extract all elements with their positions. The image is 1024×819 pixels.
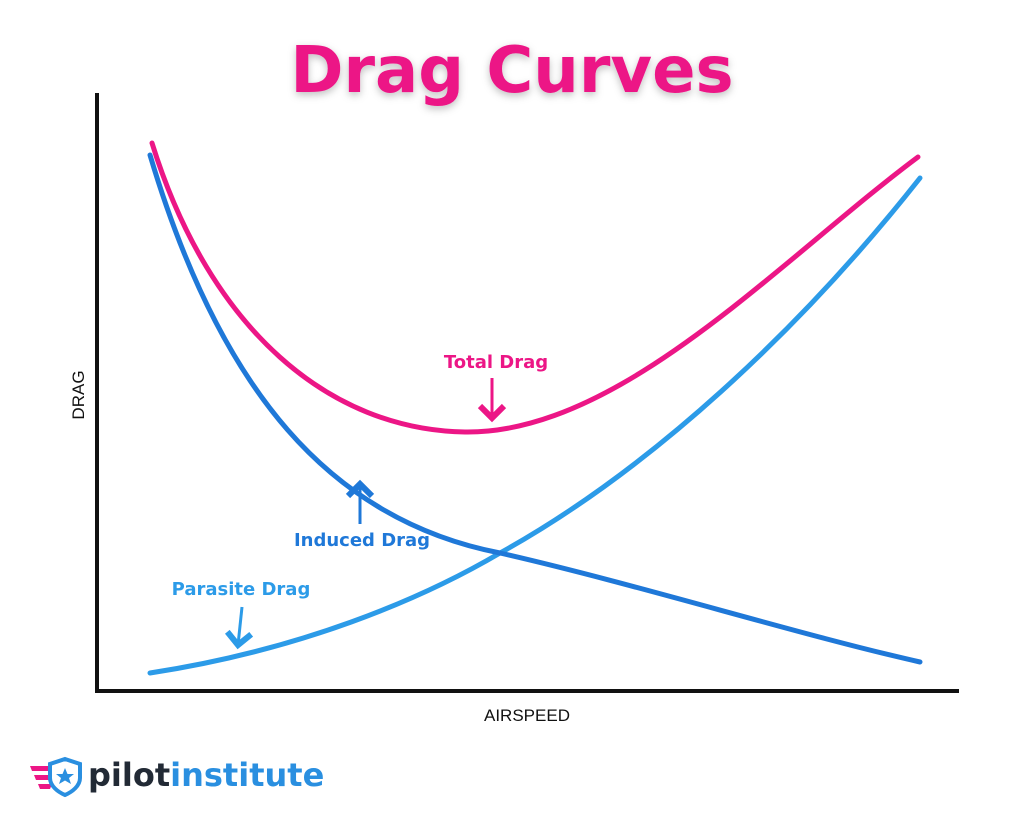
title: Drag Curves [290, 34, 733, 108]
parasite-drag-curve [147, 175, 923, 676]
logo-star [56, 768, 74, 784]
logo-second: institute [170, 756, 324, 794]
parasite-drag-arrow [224, 606, 254, 650]
total-drag-label: Total Drag [444, 352, 548, 373]
logo-first: pilot [88, 756, 170, 794]
parasite-drag-label: Parasite Drag [172, 579, 311, 600]
total-drag-curve [149, 140, 921, 435]
induced-drag-label: Induced Drag [294, 530, 430, 551]
y-axis-label: DRAG [69, 370, 88, 419]
logo-text: pilotinstitute [88, 756, 324, 794]
logo: pilotinstitute [30, 756, 324, 798]
x-axis-label: AIRSPEED [484, 706, 570, 725]
induced-drag-curve [147, 152, 923, 665]
logo-wings [30, 766, 52, 789]
